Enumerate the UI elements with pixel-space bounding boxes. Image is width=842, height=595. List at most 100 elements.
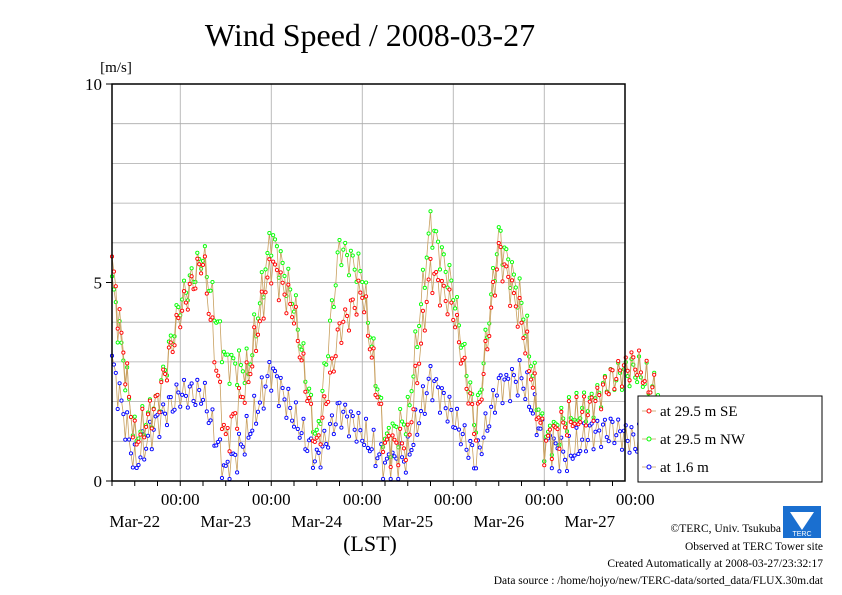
data-point — [483, 338, 488, 344]
data-point — [382, 460, 388, 465]
data-point — [574, 394, 579, 399]
data-point — [487, 334, 492, 339]
data-point — [540, 416, 545, 421]
data-point — [394, 424, 399, 429]
data-point — [360, 438, 365, 443]
data-point — [246, 435, 251, 440]
data-point — [403, 458, 408, 463]
data-point — [424, 299, 429, 304]
data-point — [434, 229, 439, 234]
data-point — [286, 386, 291, 391]
data-point — [437, 303, 443, 308]
data-point — [415, 432, 420, 437]
data-point — [367, 347, 372, 352]
data-point — [381, 476, 386, 482]
data-point — [485, 347, 490, 352]
data-point — [121, 412, 126, 417]
x-tick-time-label: 00:00 — [434, 490, 473, 509]
data-point — [381, 449, 386, 455]
data-point — [163, 411, 168, 416]
data-point — [519, 376, 524, 381]
data-point — [428, 364, 433, 369]
data-point — [195, 256, 200, 261]
data-point — [318, 442, 323, 447]
data-point — [197, 262, 202, 267]
data-point — [295, 426, 300, 432]
data-point — [612, 441, 617, 446]
data-point — [521, 386, 526, 391]
data-point — [352, 267, 357, 272]
data-point — [517, 295, 522, 301]
data-point — [527, 369, 532, 374]
data-point — [420, 308, 425, 313]
data-point — [500, 401, 505, 406]
data-point — [259, 375, 264, 380]
data-point — [436, 278, 441, 283]
data-point — [602, 375, 607, 380]
data-point — [335, 327, 340, 332]
data-point — [386, 425, 391, 430]
data-point — [485, 428, 490, 433]
data-point — [257, 400, 262, 405]
data-point — [295, 327, 300, 332]
data-point — [181, 278, 187, 283]
data-point — [462, 341, 467, 346]
data-point — [619, 387, 625, 392]
data-point — [111, 269, 116, 274]
data-point — [166, 345, 171, 350]
data-point — [409, 448, 414, 453]
data-point — [168, 340, 173, 345]
data-point — [145, 433, 151, 438]
data-point — [191, 398, 196, 404]
data-point — [513, 285, 518, 290]
data-point — [123, 437, 128, 442]
data-point — [616, 417, 621, 422]
data-point — [227, 476, 232, 482]
data-point — [363, 280, 369, 285]
data-point — [489, 305, 494, 310]
data-point — [200, 262, 206, 267]
data-point — [652, 372, 657, 377]
data-point — [400, 441, 405, 446]
data-point — [409, 389, 414, 394]
data-point — [384, 437, 389, 442]
legend-marker — [646, 436, 652, 442]
data-point — [312, 459, 317, 464]
data-point — [422, 285, 427, 290]
data-point — [392, 437, 397, 442]
data-point — [255, 316, 261, 321]
data-point — [498, 228, 503, 233]
data-point — [572, 453, 577, 458]
data-point — [218, 437, 223, 442]
data-point — [460, 432, 465, 437]
data-point — [348, 409, 353, 414]
data-point — [318, 465, 323, 470]
data-point — [509, 260, 515, 265]
data-point — [472, 422, 477, 428]
data-point — [494, 267, 499, 272]
data-point — [523, 397, 528, 402]
data-point — [288, 405, 293, 410]
data-point — [115, 326, 120, 331]
data-point — [388, 476, 393, 482]
data-point — [559, 405, 564, 410]
data-point — [172, 343, 177, 348]
data-point — [236, 386, 242, 391]
data-point — [238, 363, 243, 368]
data-point — [326, 445, 331, 450]
x-tick-date-label: Mar-22 — [109, 512, 160, 531]
data-point — [337, 237, 342, 243]
data-point — [595, 385, 600, 390]
data-point — [223, 463, 228, 468]
data-point — [375, 387, 380, 392]
data-point — [530, 411, 535, 416]
data-point — [168, 395, 173, 400]
data-point — [214, 443, 219, 448]
data-point — [511, 373, 516, 378]
data-point — [144, 446, 149, 451]
x-tick-date-label: Mar-23 — [200, 512, 251, 531]
data-point — [305, 399, 310, 404]
data-point — [464, 386, 469, 391]
data-point — [343, 402, 348, 407]
data-point — [189, 274, 194, 279]
